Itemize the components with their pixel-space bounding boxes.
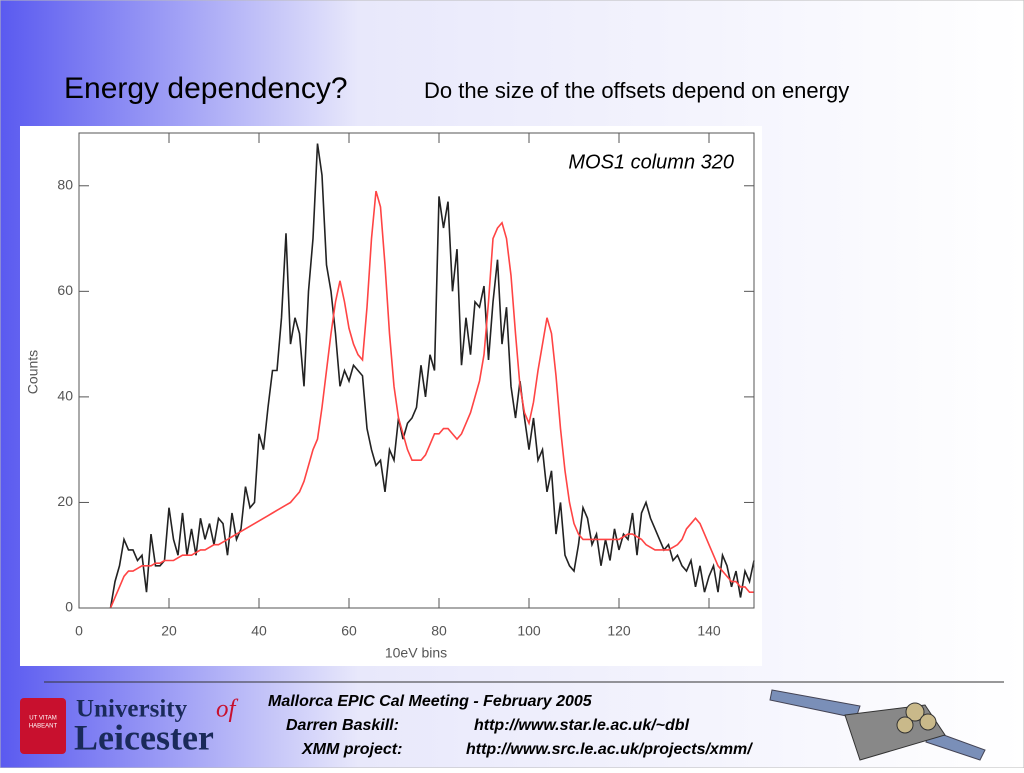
logo-shield [20,698,66,754]
y-tick-label: 80 [57,176,73,192]
x-tick-label: 20 [161,623,177,639]
footer-label: Darren Baskill: [286,717,399,734]
x-tick-label: 0 [75,623,83,639]
slide-title: Energy dependency? [64,72,348,105]
slide-subtitle: Do the size of the offsets depend on ene… [424,78,849,103]
x-tick-label: 120 [607,623,631,639]
logo-motto: HABEANT [29,724,58,730]
x-tick-label: 40 [251,623,267,639]
x-tick-label: 60 [341,623,357,639]
logo-motto: UT VITAM [29,716,56,722]
y-tick-label: 60 [57,282,73,298]
y-tick-label: 0 [65,599,73,615]
footer-label: XMM project: [301,741,402,758]
x-tick-label: 80 [431,623,447,639]
plot: 0 20 40 60 80 100 120 140 0 20 40 60 80 [57,133,755,639]
x-tick-label: 140 [697,623,721,639]
y-tick-label: 40 [57,388,73,404]
x-axis-label: 10eV bins [385,645,447,661]
footer-url: http://www.star.le.ac.uk/~dbl [474,717,690,734]
footer-meeting: Mallorca EPIC Cal Meeting - February 200… [268,693,593,710]
logo-text: of [216,696,239,723]
annotation: MOS1 column 320 [568,151,734,173]
plot-frame [78,132,755,609]
y-axis-label: Counts [25,350,41,394]
logo-text: University [76,696,188,723]
x-tick-label: 100 [517,623,541,639]
chart-panel [20,126,762,666]
logo-text: Leicester [74,717,214,757]
y-tick-label: 20 [57,493,73,509]
data-line [109,190,754,609]
satellite [769,689,986,761]
data-line [109,143,755,609]
footer-url: http://www.src.le.ac.uk/projects/xmm/ [466,741,753,758]
